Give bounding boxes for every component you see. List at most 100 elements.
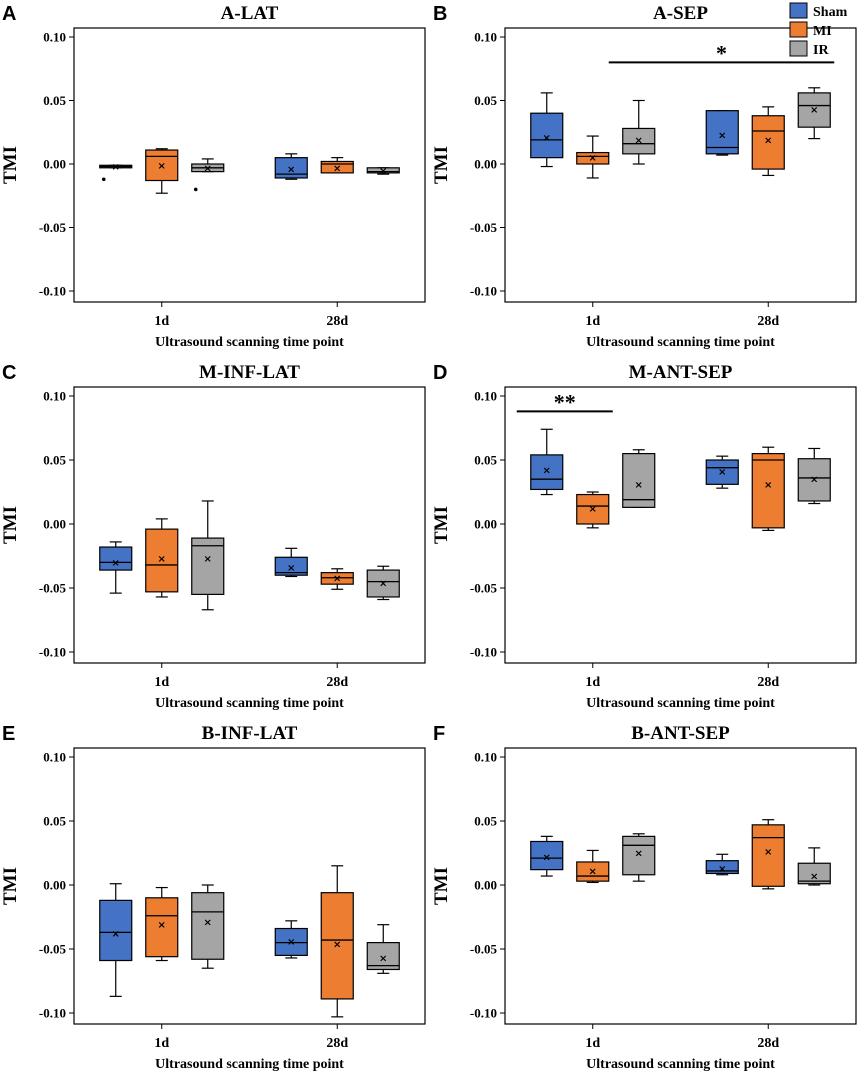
panel-label-e: E <box>2 723 15 745</box>
y-tick-label: 0.00 <box>474 157 497 172</box>
panel-f: F B-ANT-SEP 0.10 0.05 0.00 -0.05 -0.10 1d 28d Ult… <box>431 723 857 1072</box>
y-tick-label: 0.10 <box>43 389 66 404</box>
box-sham-28d: × <box>274 153 308 180</box>
y-tick-label: 0.10 <box>43 30 66 45</box>
box-iqr <box>274 157 308 179</box>
box-sham-28d: × <box>274 920 308 959</box>
y-tick-label: 0.10 <box>43 750 66 765</box>
x-tick-label-1d: 1d <box>154 314 169 329</box>
box-iqr <box>274 556 308 576</box>
box-iqr <box>99 899 133 962</box>
box-iqr <box>99 546 133 571</box>
y-tick-label: -0.10 <box>470 1006 497 1021</box>
mean-marker: × <box>718 467 726 478</box>
mean-marker: × <box>589 504 597 515</box>
y-tick-label: -0.05 <box>39 942 67 957</box>
mean-marker: × <box>543 466 551 477</box>
y-tick-label: -0.05 <box>39 220 67 235</box>
y-tick-label: 0.05 <box>43 93 66 108</box>
box-ir-28d: × <box>797 87 831 140</box>
box-mi-1d: × <box>576 849 610 884</box>
y-tick-label: -0.05 <box>39 581 67 596</box>
y-tick-label: 0.00 <box>43 517 66 532</box>
mean-marker: × <box>379 578 387 589</box>
box-iqr <box>191 537 225 596</box>
panel-c: C M-INF-LAT 0.10 0.05 0.00 -0.05 -0.10 1d 28d Ult… <box>0 362 426 711</box>
box-sham-1d: × <box>530 428 564 496</box>
box-sham-28d: × <box>705 110 739 156</box>
panel-label-d: D <box>433 362 447 384</box>
box-iqr <box>751 824 785 887</box>
x-axis-label-b: Ultrasound scanning time point <box>586 335 775 350</box>
mean-marker: × <box>543 133 551 144</box>
x-tick-label-1d: 1d <box>585 314 600 329</box>
box-mi-28d: × <box>751 446 785 532</box>
y-axis-label-f: TMI <box>431 867 452 905</box>
box-iqr <box>145 528 179 593</box>
x-axis-label-a: Ultrasound scanning time point <box>155 335 344 350</box>
mean-marker: × <box>112 162 120 173</box>
mean-marker: × <box>635 480 643 491</box>
panel-b: B A-SEP 0.10 0.05 0.00 -0.05 -0.10 1d 28d Ultraso… <box>431 3 857 350</box>
box-mi-1d: × <box>576 491 610 529</box>
plot-frame-b <box>504 27 857 303</box>
mean-marker: × <box>589 866 597 877</box>
y-tick-label: -0.05 <box>470 581 498 596</box>
mean-marker: × <box>543 852 551 863</box>
mean-marker: × <box>158 161 166 172</box>
mean-marker: × <box>158 920 166 931</box>
x-tick-label-28d: 28d <box>326 314 348 329</box>
plot-frame-a <box>73 27 426 303</box>
mean-marker: × <box>764 135 772 146</box>
x-tick-label-1d: 1d <box>585 675 600 690</box>
legend-label-mi: MI <box>813 24 832 39</box>
box-iqr <box>622 453 656 508</box>
y-axis-label-a: TMI <box>0 146 21 184</box>
box-ir-28d: × <box>366 166 400 177</box>
y-tick-label: 0.05 <box>474 453 497 468</box>
mean-marker: × <box>589 153 597 164</box>
box-ir-1d: × <box>191 158 225 192</box>
y-tick-label: -0.10 <box>39 1006 66 1021</box>
box-iqr <box>797 92 831 128</box>
panel-e: E B-INF-LAT 0.10 0.05 0.00 -0.05 -0.10 1d 28d Ult… <box>0 723 426 1072</box>
y-tick-label: 0.00 <box>474 878 497 893</box>
box-iqr <box>576 493 610 525</box>
box-sham-28d: × <box>705 455 739 489</box>
box-iqr <box>145 897 179 958</box>
legend-swatch-ir <box>789 40 808 57</box>
box-mi-28d: × <box>751 106 785 177</box>
mean-marker: × <box>764 847 772 858</box>
legend-label-ir: IR <box>813 43 829 58</box>
x-tick-label-28d: 28d <box>757 1036 779 1051</box>
box-ir-28d: × <box>797 447 831 505</box>
x-tick-label-28d: 28d <box>326 1036 348 1051</box>
legend-swatch-sham <box>789 2 808 19</box>
legend: Sham MI IR <box>789 2 848 58</box>
panel-label-f: F <box>433 723 445 745</box>
mean-marker: × <box>635 849 643 860</box>
y-tick-label: 0.10 <box>474 750 497 765</box>
mean-marker: × <box>810 105 818 116</box>
box-sham-1d: × <box>530 92 564 168</box>
mean-marker: × <box>287 165 295 176</box>
x-tick-label-1d: 1d <box>585 1036 600 1051</box>
box-iqr <box>320 160 354 174</box>
x-tick-label-1d: 1d <box>154 675 169 690</box>
box-mi-1d: × <box>145 886 179 962</box>
box-iqr <box>622 835 656 876</box>
box-ir-28d: × <box>366 565 400 601</box>
box-iqr <box>145 149 179 182</box>
x-tick-label-28d: 28d <box>757 675 779 690</box>
box-iqr <box>366 569 400 598</box>
box-mi-1d: × <box>576 135 610 179</box>
x-axis-label-e: Ultrasound scanning time point <box>155 1057 344 1072</box>
panel-title-f: B-ANT-SEP <box>631 723 730 744</box>
box-iqr <box>751 115 785 170</box>
y-tick-label: 0.00 <box>474 517 497 532</box>
mean-marker: × <box>379 166 387 177</box>
box-sham-1d: × <box>99 541 133 594</box>
box-ir-28d: × <box>366 924 400 974</box>
box-mi-1d: × <box>145 518 179 598</box>
box-ir-1d: × <box>622 449 656 508</box>
